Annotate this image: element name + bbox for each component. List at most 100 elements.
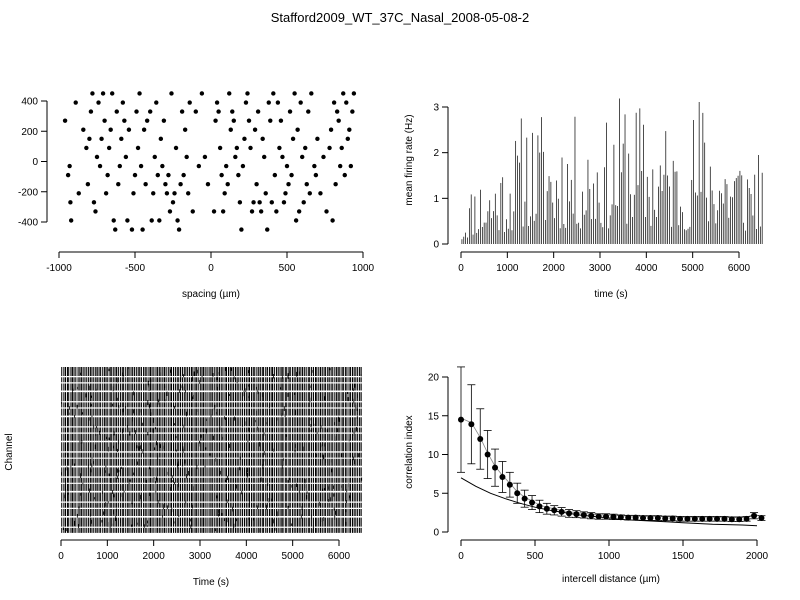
electrode-point xyxy=(131,191,136,196)
electrode-point xyxy=(284,163,290,169)
electrode-point xyxy=(205,181,211,187)
electrode-point xyxy=(228,127,233,132)
correlation-point xyxy=(654,515,661,522)
raster-x-tick-label: 1000 xyxy=(96,551,119,562)
electrode-point xyxy=(307,191,312,196)
electrode-point xyxy=(339,145,344,151)
panel-correlation: 0 500 1000 1500 2000 0 5 10 15 20 intercell dista… xyxy=(404,366,769,585)
electrode-point xyxy=(108,127,113,132)
correlation-ylabel: correlation index xyxy=(404,415,415,488)
raster-x-tick-label: 5000 xyxy=(282,551,305,562)
correlation-point xyxy=(728,516,735,523)
electrode-point xyxy=(176,227,182,232)
electrode-point xyxy=(265,227,270,232)
electrode-point xyxy=(88,109,94,114)
electrode-point xyxy=(266,100,271,105)
correlation-y-tick-label: 5 xyxy=(433,489,439,500)
correlation-x-tick-label: 1500 xyxy=(672,551,695,562)
electrode-point xyxy=(84,145,89,151)
firing-rate-x-tick-label: 4000 xyxy=(635,263,658,274)
electrode-point xyxy=(149,218,154,223)
firing-rate-y-tick-label: 1 xyxy=(433,194,439,205)
firing-rate-x-tick-label: 3000 xyxy=(589,263,612,274)
electrode-point xyxy=(280,154,285,160)
electrode-point xyxy=(120,100,126,105)
raster-xlabel: Time (s) xyxy=(193,577,229,588)
correlation-point xyxy=(603,513,610,520)
electrode-point xyxy=(351,91,357,96)
correlation-point xyxy=(492,464,499,471)
correlation-point xyxy=(536,503,543,510)
electrode-point xyxy=(182,127,188,132)
correlation-fit-curve xyxy=(460,477,758,527)
electrode-y-tick-label: -400 xyxy=(18,218,38,229)
electrode-point xyxy=(222,191,227,196)
electrode-point xyxy=(143,181,148,187)
electrode-y-tick-label: 400 xyxy=(21,97,38,108)
electrode-point xyxy=(246,118,252,123)
electrode-point xyxy=(258,209,264,214)
electrode-point xyxy=(315,136,320,142)
correlation-y-tick-label: 20 xyxy=(428,373,440,384)
electrode-x-tick-label: -1000 xyxy=(46,263,72,274)
electrode-x-tick-label: 0 xyxy=(208,263,214,274)
firing-rate-axes: 0 1000 2000 3000 4000 5000 6000 0 1 2 3 xyxy=(433,103,750,275)
correlation-point xyxy=(758,515,765,522)
electrode-point xyxy=(114,109,119,114)
electrode-point xyxy=(175,218,180,223)
electrode-point xyxy=(141,127,147,132)
firing-rate-bars xyxy=(461,98,763,244)
correlation-point xyxy=(529,499,536,506)
raster-x-tick-label: 2000 xyxy=(143,551,166,562)
correlation-point xyxy=(468,421,475,428)
electrode-point xyxy=(164,191,170,196)
electrode-point xyxy=(187,100,192,105)
correlation-x-tick-label: 0 xyxy=(458,551,464,562)
electrode-point xyxy=(169,91,174,96)
correlation-point xyxy=(714,515,721,522)
electrode-point xyxy=(263,191,268,196)
electrode-point xyxy=(193,109,198,114)
electrode-point xyxy=(254,181,259,187)
electrode-point xyxy=(331,100,337,105)
electrode-point xyxy=(73,100,78,105)
electrode-point xyxy=(163,181,168,187)
electrode-point xyxy=(303,145,308,151)
electrode-point xyxy=(304,181,309,187)
electrode-point xyxy=(281,200,287,205)
panel-electrode-layout: -1000 -500 0 500 1000 -400 -200 0 200 400 spacing… xyxy=(18,91,375,300)
raster-x-tick-label: 3000 xyxy=(189,551,212,562)
electrode-point xyxy=(199,91,205,96)
correlation-point xyxy=(632,514,639,521)
correlation-point xyxy=(640,515,647,522)
correlation-point xyxy=(484,451,491,458)
electrode-point xyxy=(100,91,106,96)
electrode-point xyxy=(113,227,118,232)
correlation-point xyxy=(588,512,595,519)
electrode-point xyxy=(211,209,217,214)
electrode-point xyxy=(172,191,177,196)
electrode-point xyxy=(125,218,130,223)
electrode-point xyxy=(152,154,157,160)
raster-spikes xyxy=(61,367,363,533)
electrode-point xyxy=(344,100,349,105)
electrode-point xyxy=(154,100,159,105)
electrode-point xyxy=(99,136,104,142)
electrode-point xyxy=(119,136,124,142)
correlation-y-tick-label: 0 xyxy=(433,528,439,539)
electrode-point xyxy=(313,172,319,178)
correlation-points xyxy=(457,366,766,523)
electrode-x-tick-label: 1000 xyxy=(352,263,375,274)
electrode-point xyxy=(301,200,306,205)
electrode-point xyxy=(342,172,347,178)
correlation-point xyxy=(551,507,558,514)
correlation-point xyxy=(610,513,617,520)
electrode-point xyxy=(148,109,153,114)
electrode-point xyxy=(111,218,116,223)
panel-firing-rate: 0 1000 2000 3000 4000 5000 6000 0 1 2 3 time (s) m… xyxy=(404,98,763,300)
correlation-point xyxy=(662,515,669,522)
electrode-point xyxy=(278,118,284,123)
electrode-point xyxy=(300,154,305,160)
correlation-point xyxy=(580,511,587,518)
raster-axes: 0 1000 2000 3000 4000 5000 6000 xyxy=(58,539,351,562)
